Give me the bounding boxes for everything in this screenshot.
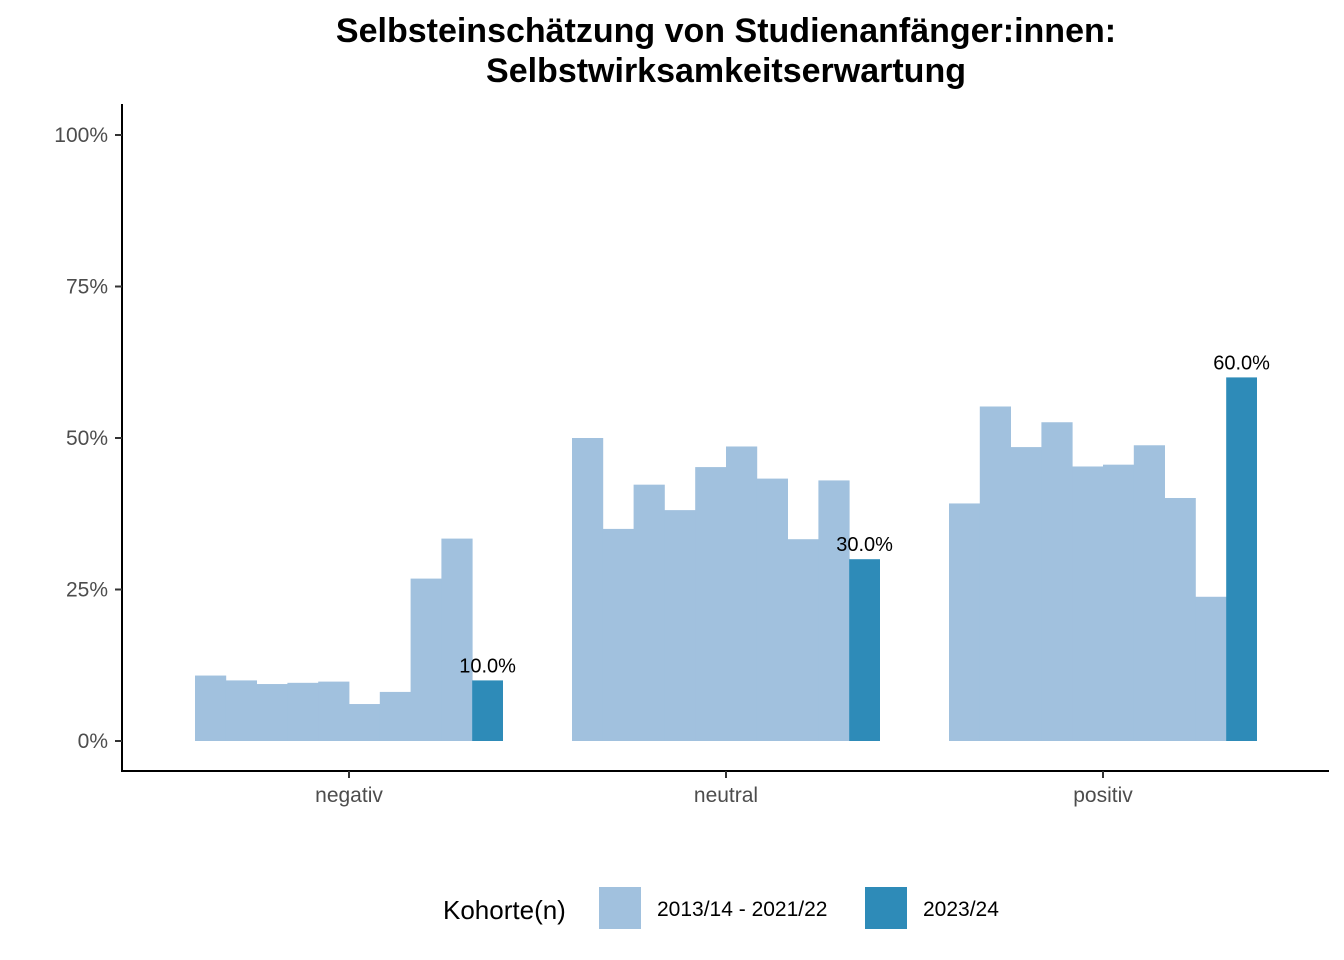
bar-positiv-historical-9 bbox=[1195, 596, 1227, 741]
x-tick-label-neutral: neutral bbox=[694, 784, 758, 807]
value-label-negativ-current: 10.0% bbox=[459, 655, 516, 677]
bar-negativ-historical-6 bbox=[349, 704, 381, 741]
plot-bars bbox=[195, 377, 1257, 741]
value-label-positiv-current: 60.0% bbox=[1213, 352, 1270, 374]
chart-title-line-2: Selbstwirksamkeitserwartung bbox=[486, 52, 966, 90]
bar-negativ-historical-8 bbox=[410, 578, 442, 741]
bar-positiv-current bbox=[1226, 377, 1257, 741]
bar-neutral-current bbox=[849, 559, 880, 741]
y-tick-label-50: 50% bbox=[66, 427, 108, 450]
x-tick-label-negativ: negativ bbox=[315, 784, 383, 807]
y-tick-label-75: 75% bbox=[66, 276, 108, 299]
chart-title-line-1: Selbsteinschätzung von Studienanfänger:i… bbox=[336, 12, 1116, 50]
bar-neutral-historical-8 bbox=[787, 539, 819, 741]
bar-positiv-historical-8 bbox=[1164, 497, 1196, 741]
bar-neutral-historical-5 bbox=[695, 467, 727, 741]
bar-positiv-historical-1 bbox=[949, 503, 981, 741]
bar-positiv-historical-6 bbox=[1103, 464, 1135, 741]
bar-negativ-historical-4 bbox=[287, 682, 319, 741]
bar-positiv-historical-7 bbox=[1133, 445, 1165, 741]
bar-negativ-historical-7 bbox=[379, 691, 411, 741]
legend-key-current bbox=[865, 887, 907, 929]
bar-positiv-historical-5 bbox=[1072, 466, 1104, 741]
bar-positiv-historical-2 bbox=[979, 406, 1011, 741]
y-tick-label-25: 25% bbox=[66, 579, 108, 602]
y-tick-label-0: 0% bbox=[78, 730, 108, 753]
legend-key-historical bbox=[599, 887, 641, 929]
bar-positiv-historical-3 bbox=[1010, 447, 1042, 741]
bar-negativ-historical-5 bbox=[318, 681, 350, 741]
bar-value-labels: 10.0% 30.0% 60.0% bbox=[459, 352, 1270, 677]
bar-neutral-historical-4 bbox=[664, 510, 696, 741]
legend-label-historical: 2013/14 - 2021/22 bbox=[657, 898, 827, 921]
bar-neutral-historical-1 bbox=[572, 438, 604, 741]
bar-negativ-historical-1 bbox=[195, 675, 227, 741]
bar-neutral-historical-6 bbox=[726, 446, 758, 741]
legend-title: Kohorte(n) bbox=[443, 895, 566, 925]
bar-neutral-historical-7 bbox=[756, 478, 788, 741]
bar-negativ-current bbox=[472, 680, 503, 741]
bar-positiv-historical-4 bbox=[1041, 422, 1073, 741]
bar-negativ-historical-3 bbox=[256, 684, 288, 741]
bar-neutral-historical-3 bbox=[633, 484, 665, 741]
bar-neutral-historical-9 bbox=[818, 480, 850, 741]
bar-neutral-historical-2 bbox=[602, 528, 634, 741]
value-label-neutral-current: 30.0% bbox=[836, 534, 893, 556]
x-axis-ticks: negativ neutral positiv bbox=[315, 771, 1133, 807]
y-axis-ticks: 0% 25% 50% 75% 100% bbox=[54, 124, 122, 753]
legend-label-current: 2023/24 bbox=[923, 898, 999, 921]
x-tick-label-positiv: positiv bbox=[1073, 784, 1133, 807]
y-tick-label-100: 100% bbox=[54, 124, 108, 147]
bar-negativ-historical-9 bbox=[441, 538, 473, 741]
bar-negativ-historical-2 bbox=[225, 680, 257, 741]
legend: Kohorte(n) 2013/14 - 2021/22 2023/24 bbox=[443, 887, 999, 929]
